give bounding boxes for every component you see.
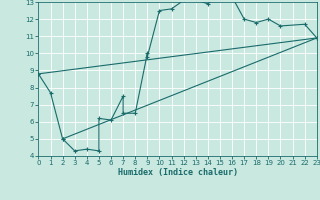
X-axis label: Humidex (Indice chaleur): Humidex (Indice chaleur) xyxy=(118,168,238,177)
